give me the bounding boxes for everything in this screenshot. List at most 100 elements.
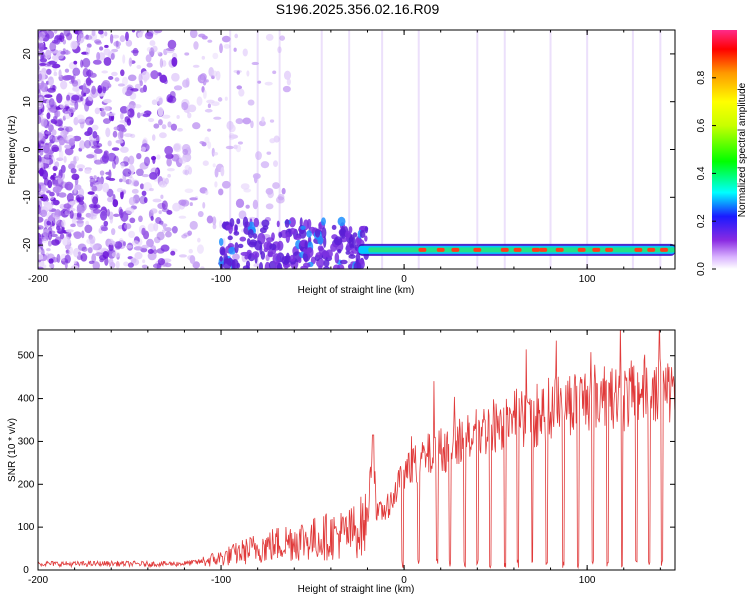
spectrogram-cloud: [38, 30, 662, 269]
spectrogram-cell: [103, 48, 111, 56]
spectrogram-cell: [253, 217, 260, 228]
spectrogram-cell: [98, 30, 104, 35]
spectrogram-cell: [113, 126, 119, 131]
spectrogram-cell: [104, 106, 113, 111]
spectrogram-cell: [156, 154, 161, 160]
spectrogram-cell: [38, 37, 44, 42]
spectrogram-cell: [117, 130, 124, 140]
spectrogram-cell: [137, 32, 143, 38]
spectrogram-cell: [97, 87, 103, 94]
spectrogram-cell: [141, 227, 146, 236]
spectrogram-cell: [133, 246, 143, 251]
spectrogram-cell: [122, 54, 126, 64]
spectrogram-cell: [336, 263, 345, 269]
spectrogram-cell: [38, 155, 42, 164]
spectrogram-cell: [61, 219, 66, 228]
spectrogram-cell: [38, 31, 46, 39]
spectrogram-cell: [85, 100, 93, 107]
spectrogram-cell: [87, 191, 95, 195]
spectrogram-cell: [161, 229, 166, 233]
spectrogram-cell: [99, 46, 104, 51]
spectrogram-cell: [116, 187, 124, 193]
spectrogram-cell: [166, 167, 175, 172]
spectrogram-cell: [95, 252, 103, 257]
spectrogram-cell: [100, 210, 108, 221]
spectrogram-cell: [48, 258, 54, 265]
spectrogram-cell: [150, 215, 154, 221]
snr-y-tick-label: 200: [18, 479, 35, 490]
spectrogram-cell: [150, 70, 159, 80]
spectrogram-x-tick-label: 100: [579, 274, 596, 285]
spectrogram-cell: [101, 70, 108, 74]
spectrogram-cell: [49, 191, 55, 197]
spectrogram-cell: [78, 200, 85, 205]
spectrogram-cell: [64, 147, 74, 156]
spectrogram-cell: [222, 238, 226, 248]
spectrogram-cell: [38, 30, 43, 37]
spectrogram-cell: [221, 180, 231, 189]
spectrogram-cell: [219, 43, 223, 54]
spectrogram-cell: [151, 99, 158, 106]
spectrogram-cell: [95, 40, 102, 46]
spectrogram-cell: [64, 144, 72, 149]
spectrogram-cell: [178, 157, 187, 164]
spectrogram-cell: [68, 138, 76, 146]
spectrogram-cell: [165, 153, 174, 160]
spectrogram-cell: [49, 263, 55, 269]
spectrogram-cell: [94, 39, 102, 44]
spectrogram-cell: [239, 236, 247, 242]
spectrogram-cell: [359, 230, 366, 239]
spectrogram-cell: [39, 117, 48, 128]
spectrogram-cell: [121, 76, 128, 87]
spectrogram-cell: [293, 235, 302, 241]
spectrogram-cell: [91, 30, 96, 37]
spectrogram-cell: [38, 144, 41, 153]
spectrogram-cell: [142, 259, 146, 264]
spectrogram-cell: [51, 55, 58, 61]
spectrogram-cell: [127, 74, 137, 82]
spectrogram-y-label: Frequency (Hz): [7, 116, 18, 185]
spectrogram-cell: [84, 140, 92, 149]
spectrogram-cell: [196, 244, 204, 254]
spectrogram-cell: [152, 249, 158, 254]
spectrogram-cell: [213, 151, 219, 156]
spectrogram-cell: [224, 96, 228, 101]
spectrogram-cell: [111, 71, 118, 77]
spectrogram-cell: [113, 155, 119, 165]
spectrogram-streak: [229, 30, 232, 269]
spectrogram-cell: [161, 114, 171, 119]
spectrogram-cell: [122, 241, 126, 247]
spectrogram-cell: [51, 144, 59, 152]
spectrogram-cell: [129, 217, 136, 224]
spectrogram-cell: [60, 80, 68, 90]
spectrogram-cell: [261, 116, 265, 123]
spectrogram-cell: [234, 242, 239, 254]
spectrogram-cell: [157, 52, 163, 57]
spectrogram-cell: [217, 97, 223, 102]
snr-panel: -200 -100 0 100 0 100 200 300 400 500 Height of …: [7, 329, 676, 595]
spectrogram-cell: [38, 42, 45, 52]
spectrogram-cell: [251, 61, 259, 66]
spectrogram-cell: [111, 48, 119, 53]
spectrogram-cell: [142, 113, 151, 118]
spectrogram-cell: [69, 210, 74, 219]
spectrogram-cell: [265, 237, 275, 243]
spectrogram-cell: [249, 239, 258, 246]
spectrogram-cell: [181, 234, 188, 239]
ridge-peak: [500, 247, 509, 252]
spectrogram-cell: [123, 133, 133, 138]
spectrogram-cell: [247, 99, 255, 106]
spectrogram-cell: [87, 126, 93, 136]
spectrogram-cell: [147, 223, 156, 232]
spectrogram-cell: [80, 96, 84, 102]
spectrogram-cell: [141, 70, 150, 81]
spectrogram-cell: [281, 187, 286, 195]
spectrogram-cell: [46, 248, 51, 252]
spectrogram-cell: [250, 120, 254, 129]
spectrogram-cell: [171, 226, 178, 234]
spectrogram-cell: [161, 208, 170, 213]
spectrogram-streak: [278, 30, 281, 269]
spectrogram-cell: [264, 81, 273, 86]
spectrogram-cell: [212, 52, 219, 60]
spectrogram-cell: [43, 202, 53, 211]
